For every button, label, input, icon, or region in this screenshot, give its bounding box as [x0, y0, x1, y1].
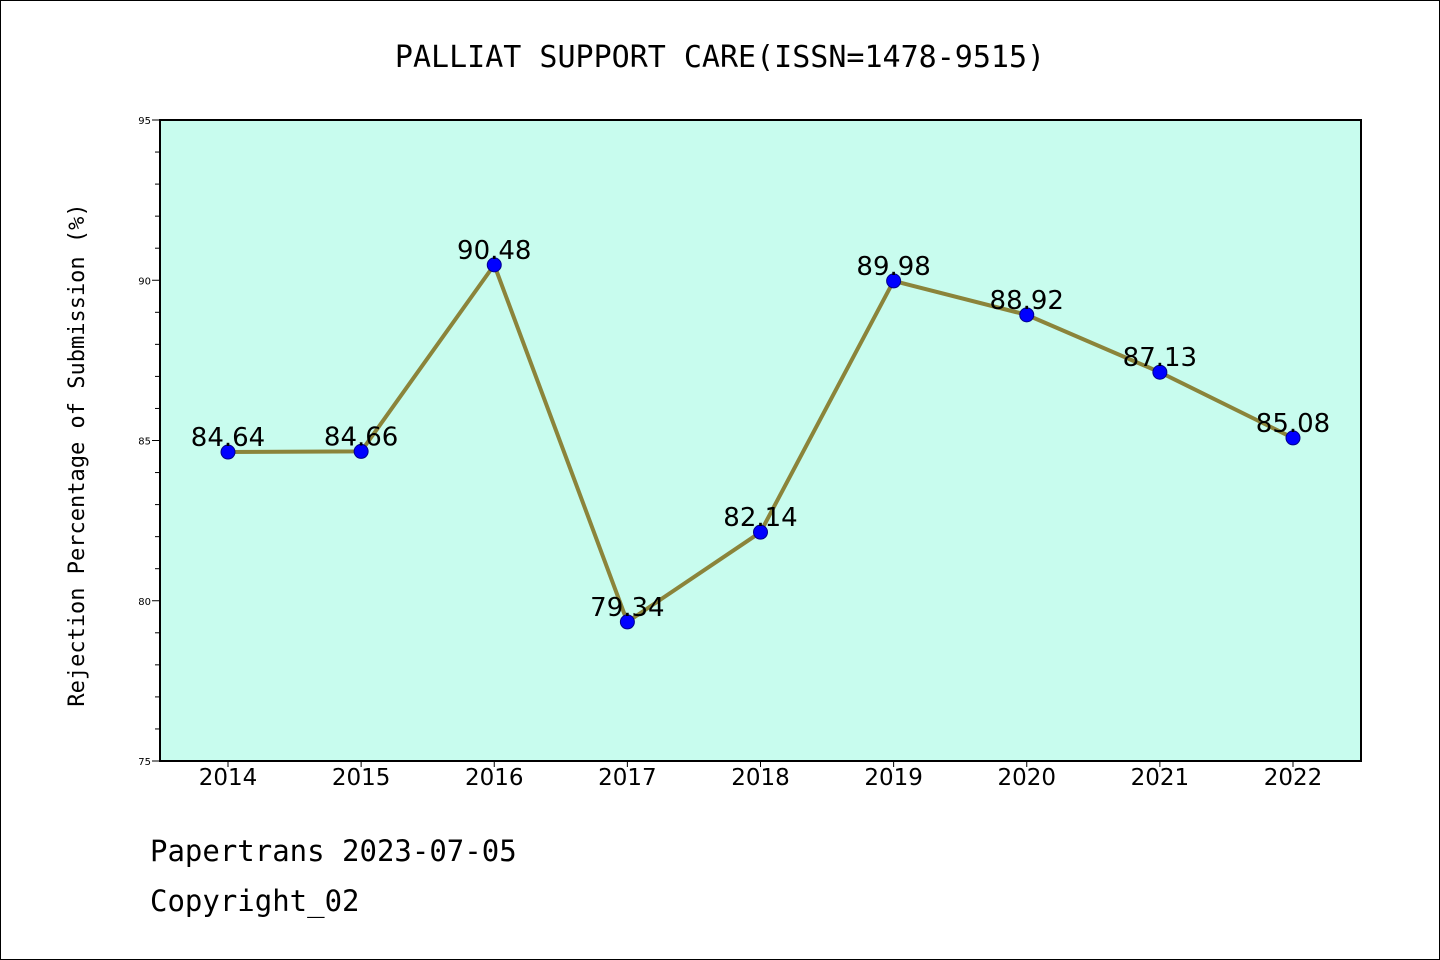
data-point [353, 443, 369, 459]
data-label: 88.92 [990, 286, 1064, 316]
x-tick-label: 2018 [731, 765, 790, 791]
y-tick-label: 95 [138, 116, 151, 127]
x-tick-label: 2016 [465, 765, 524, 791]
x-tick-label: 2021 [1131, 765, 1190, 791]
data-point [1152, 364, 1168, 380]
footer-date: Papertrans 2023-07-05 [150, 834, 517, 868]
x-tick-label: 2017 [598, 765, 657, 791]
plot-area [159, 119, 1362, 762]
y-axis-label: Rejection Percentage of Submission (%) [65, 203, 90, 706]
data-label: 84.66 [324, 422, 398, 452]
x-axis-ticks: 2014 2015 2016 2017 2018 2019 2020 2021 2022 [199, 761, 1323, 791]
y-tick-label: 85 [138, 437, 151, 448]
data-point [619, 614, 635, 630]
x-tick-label: 2022 [1264, 765, 1323, 791]
data-point [886, 273, 902, 289]
x-tick-label: 2014 [199, 765, 258, 791]
data-label: 90.48 [457, 236, 531, 266]
y-tick-label: 75 [138, 757, 151, 768]
footer-copyright: Copyright_02 [150, 884, 360, 918]
data-label: 79.34 [590, 593, 664, 623]
data-series: 84.64 84.66 90.48 79.34 82.14 89.98 88.92 87.13… [191, 236, 1330, 630]
data-label: 85.08 [1256, 409, 1330, 439]
data-label: 87.13 [1123, 343, 1197, 373]
data-label: 84.64 [191, 423, 265, 453]
data-point [1019, 307, 1035, 323]
data-point [1285, 430, 1301, 446]
data-point [753, 524, 768, 540]
x-tick-label: 2020 [997, 765, 1056, 791]
y-tick-label: 80 [138, 597, 151, 608]
x-tick-label: 2019 [864, 765, 923, 791]
data-label: 89.98 [856, 252, 930, 282]
y-tick-label: 90 [138, 276, 151, 287]
chart-title: PALLIAT SUPPORT CARE(ISSN=1478-9515) [395, 40, 1045, 75]
data-point [486, 257, 502, 273]
x-tick-label: 2015 [332, 765, 391, 791]
data-label: 82.14 [723, 503, 797, 533]
data-point [220, 444, 236, 460]
y-axis-ticks: 75 80 85 90 95 [138, 116, 160, 768]
